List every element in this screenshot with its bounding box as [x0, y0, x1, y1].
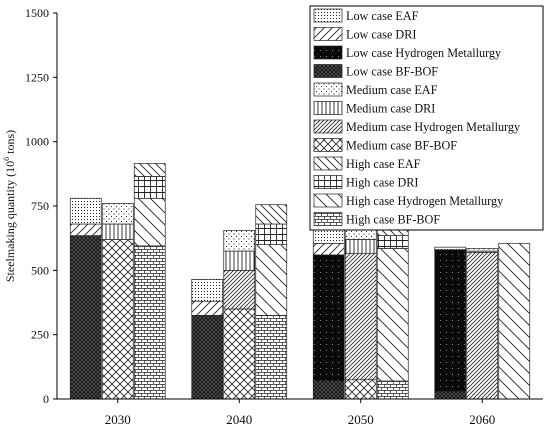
legend-label-medium-case-eaf: Medium case EAF [346, 83, 438, 97]
legend-swatch-high-case-bf-bof [313, 212, 343, 226]
bar-high-case-bf-bof-2050 [376, 380, 409, 400]
bar-low-case-dri-2050 [312, 242, 345, 256]
bar-low-case-dri-2030 [69, 223, 102, 236]
bar-high-case-dri-2050 [376, 235, 409, 249]
bar-low-case-eaf-2060 [434, 246, 467, 251]
bars-layer [69, 163, 531, 400]
legend-item-high-case-dri: High case DRI [313, 175, 418, 190]
bar-low-case-hydrogen-metallurgy-2060 [434, 249, 467, 392]
legend-swatch-low-case-eaf [313, 8, 343, 23]
legend-item-low-case-eaf: Low case EAF [313, 8, 419, 23]
legend-swatch-medium-case-dri [313, 101, 343, 115]
bar-high-case-eaf-2040 [255, 204, 288, 225]
legend-item-low-case-dri: Low case DRI [313, 27, 416, 42]
legend-item-low-case-bf-bof: Low case BF-BOF [313, 64, 438, 79]
legend-item-high-case-bf-bof: High case BF-BOF [313, 212, 440, 227]
bar-low-case-bf-bof-2040 [191, 315, 224, 400]
bar-medium-case-eaf-2030 [101, 203, 134, 225]
legend-label-low-case-eaf: Low case EAF [346, 9, 419, 23]
x-tick-label-2030: 2030 [105, 412, 131, 427]
legend-item-medium-case-bf-bof: Medium case BF-BOF [313, 138, 457, 153]
bar-medium-case-hydrogen-metallurgy-2050 [344, 253, 377, 381]
bar-medium-case-hydrogen-metallurgy-2060 [466, 251, 499, 400]
bar-medium-case-bf-bof-2050 [344, 379, 377, 400]
legend-label-high-case-dri: High case DRI [346, 176, 418, 190]
bar-medium-case-dri-2050 [344, 239, 377, 254]
x-tick-label-2060: 2060 [469, 412, 495, 427]
legend-label-high-case-eaf: High case EAF [346, 157, 421, 171]
legend-label-medium-case-hydrogen-metallurgy: Medium case Hydrogen Metallurgy [346, 120, 521, 134]
y-tick-label-1000: 1000 [25, 135, 49, 149]
bar-low-case-eaf-2030 [69, 197, 102, 225]
y-tick-label-750: 750 [31, 199, 49, 213]
legend-label-high-case-bf-bof: High case BF-BOF [346, 213, 440, 227]
bar-high-case-hydrogen-metallurgy-2030 [133, 197, 166, 247]
bar-high-case-hydrogen-metallurgy-2040 [255, 244, 288, 316]
bar-medium-case-eaf-2040 [223, 230, 256, 252]
legend-label-low-case-bf-bof: Low case BF-BOF [346, 65, 438, 79]
y-tick-label-250: 250 [31, 328, 49, 342]
bar-low-case-hydrogen-metallurgy-2050 [312, 254, 345, 382]
x-tick-label-2050: 2050 [348, 412, 374, 427]
bar-high-case-dri-2030 [133, 176, 166, 199]
legend-swatch-high-case-dri [313, 175, 343, 189]
legend-swatch-medium-case-eaf [313, 82, 343, 97]
legend-item-medium-case-hydrogen-metallurgy: Medium case Hydrogen Metallurgy [313, 119, 521, 134]
legend-swatch-medium-case-bf-bof [313, 138, 343, 152]
legend-swatch-medium-case-hydrogen-metallurgy [313, 119, 343, 134]
bar-medium-case-dri-2030 [101, 223, 134, 240]
axes-layer: 0 250 500 750 1000 1250 1500 2030 2040 2050 2060 St… [2, 6, 543, 427]
legend-item-medium-case-eaf: Medium case EAF [313, 82, 438, 97]
bar-medium-case-dri-2040 [223, 250, 256, 271]
legend-item-high-case-eaf: High case EAF [313, 156, 421, 171]
legend-swatch-high-case-eaf [313, 156, 343, 171]
y-tick-label-500: 500 [31, 263, 49, 277]
bar-high-case-hydrogen-metallurgy-2050 [376, 248, 409, 382]
bar-low-case-bf-bof-2060 [434, 390, 467, 400]
legend-box [309, 5, 544, 231]
legend-label-low-case-dri: Low case DRI [346, 28, 416, 42]
bar-low-case-eaf-2040 [191, 278, 224, 302]
legend-label-medium-case-dri: Medium case DRI [346, 102, 435, 116]
legend-item-low-case-hydrogen-metallurgy: Low case Hydrogen Metallurgy [313, 45, 502, 60]
y-tick-label-1250: 1250 [25, 70, 49, 84]
legend-label-medium-case-bf-bof: Medium case BF-BOF [346, 139, 457, 153]
bar-high-case-hydrogen-metallurgy-2060 [498, 242, 531, 400]
bar-high-case-dri-2040 [255, 223, 288, 245]
legend-swatch-low-case-bf-bof [313, 64, 343, 78]
bar-high-case-bf-bof-2030 [133, 245, 166, 400]
bar-medium-case-hydrogen-metallurgy-2040 [223, 269, 256, 310]
bar-medium-case-bf-bof-2040 [223, 308, 256, 400]
legend-label-low-case-hydrogen-metallurgy: Low case Hydrogen Metallurgy [346, 46, 502, 60]
x-tick-label-2040: 2040 [226, 412, 252, 427]
legend-swatch-high-case-hydrogen-metallurgy [313, 193, 343, 208]
bar-medium-case-bf-bof-2030 [101, 239, 134, 400]
bar-high-case-eaf-2030 [133, 163, 166, 177]
legend-item-medium-case-dri: Medium case DRI [313, 101, 435, 116]
bar-low-case-dri-2040 [191, 300, 224, 316]
bar-low-case-bf-bof-2050 [312, 380, 345, 400]
legend-label-high-case-hydrogen-metallurgy: High case Hydrogen Metallurgy [346, 194, 504, 208]
legend-swatch-low-case-hydrogen-metallurgy [313, 45, 343, 60]
legend-swatch-low-case-dri [313, 27, 343, 41]
legend: Low case EAF Low case DRI Low case Hydroge… [309, 5, 544, 231]
legend-item-high-case-hydrogen-metallurgy: High case Hydrogen Metallurgy [313, 193, 504, 208]
y-tick-label-1500: 1500 [25, 6, 49, 20]
y-tick-label-0: 0 [43, 392, 49, 406]
y-axis-label: Steelmaking quantity (106 tons) [2, 130, 17, 282]
bar-medium-case-eaf-2060 [466, 248, 499, 252]
bar-low-case-bf-bof-2030 [69, 235, 102, 400]
bar-high-case-bf-bof-2040 [255, 315, 288, 400]
